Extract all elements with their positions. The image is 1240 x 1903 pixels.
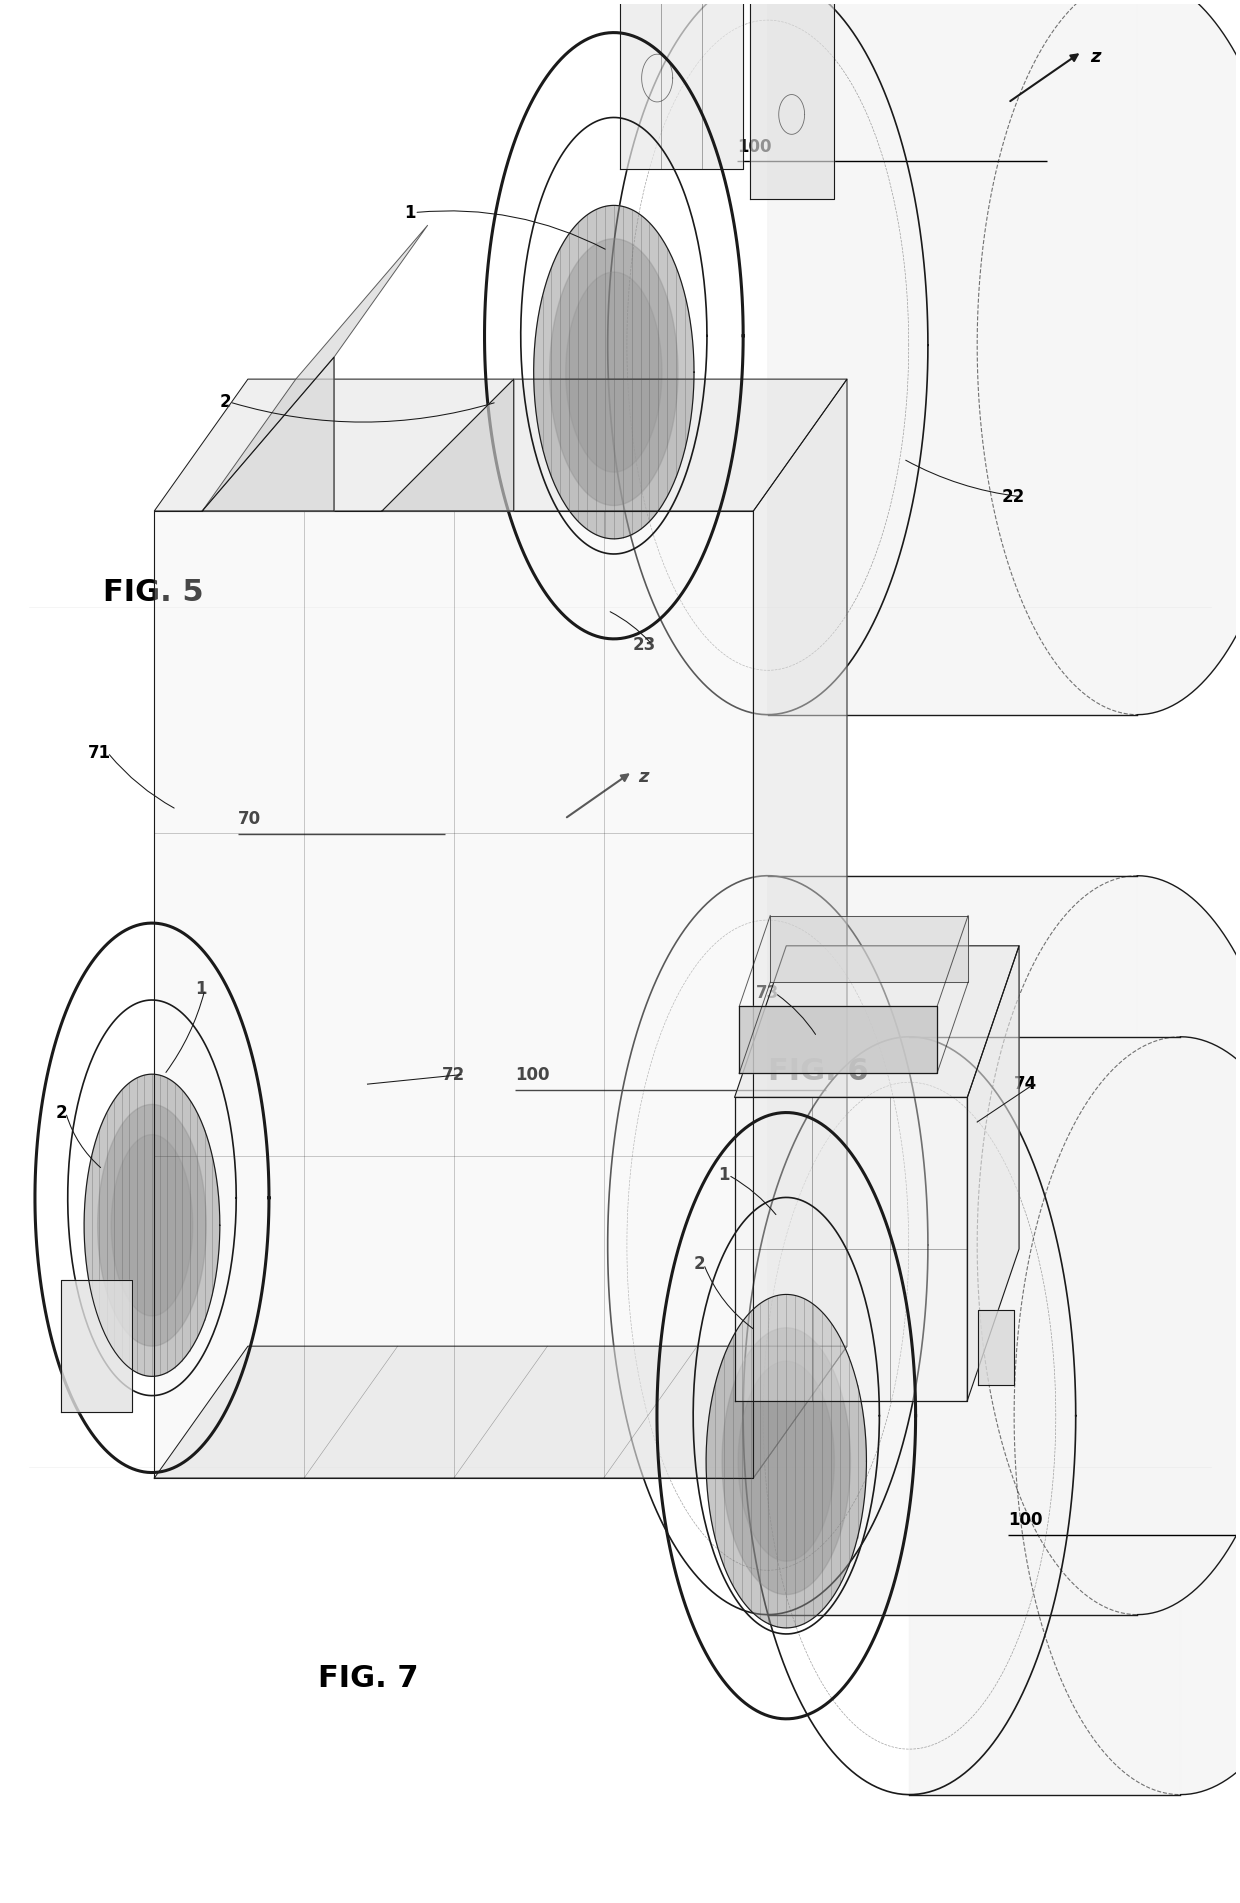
Text: 73: 73 xyxy=(755,984,779,1003)
Text: FIG. 6: FIG. 6 xyxy=(768,1058,868,1087)
Text: 1: 1 xyxy=(195,980,207,999)
Text: 2: 2 xyxy=(56,1104,67,1121)
Polygon shape xyxy=(706,1294,867,1627)
Polygon shape xyxy=(734,946,1019,1098)
Polygon shape xyxy=(750,2,833,200)
Polygon shape xyxy=(112,1134,192,1317)
Polygon shape xyxy=(754,379,847,1479)
Polygon shape xyxy=(722,1328,851,1595)
Polygon shape xyxy=(533,206,694,539)
Polygon shape xyxy=(738,1361,835,1560)
Text: 100: 100 xyxy=(737,137,771,156)
Polygon shape xyxy=(61,1281,131,1412)
Polygon shape xyxy=(768,875,1240,1614)
Text: 70: 70 xyxy=(238,811,262,828)
Text: z: z xyxy=(639,769,649,786)
Polygon shape xyxy=(382,379,513,512)
Polygon shape xyxy=(84,1073,219,1376)
Polygon shape xyxy=(549,238,678,506)
Polygon shape xyxy=(98,1104,206,1345)
Text: 2: 2 xyxy=(219,394,232,411)
Polygon shape xyxy=(202,358,334,512)
Text: 1: 1 xyxy=(718,1167,730,1184)
Text: 23: 23 xyxy=(632,636,656,653)
Polygon shape xyxy=(154,379,847,512)
Polygon shape xyxy=(565,272,662,472)
Text: 2: 2 xyxy=(694,1256,706,1273)
Polygon shape xyxy=(620,0,743,169)
Polygon shape xyxy=(202,225,428,512)
Polygon shape xyxy=(154,1345,847,1479)
Polygon shape xyxy=(967,946,1019,1401)
Text: 100: 100 xyxy=(1008,1511,1043,1530)
Polygon shape xyxy=(770,915,968,982)
Polygon shape xyxy=(768,0,1240,716)
Text: FIG. 5: FIG. 5 xyxy=(103,579,203,607)
Text: 74: 74 xyxy=(1014,1075,1038,1092)
Polygon shape xyxy=(977,1309,1014,1385)
Text: 100: 100 xyxy=(516,1066,549,1085)
Polygon shape xyxy=(734,1098,967,1401)
Text: 71: 71 xyxy=(88,744,112,761)
Text: FIG. 7: FIG. 7 xyxy=(319,1663,419,1692)
Polygon shape xyxy=(154,512,754,1479)
Polygon shape xyxy=(739,1007,937,1073)
Text: 72: 72 xyxy=(441,1066,465,1083)
Text: z: z xyxy=(1090,48,1101,67)
Polygon shape xyxy=(909,1037,1240,1795)
Text: 1: 1 xyxy=(404,204,415,221)
Text: 22: 22 xyxy=(1002,487,1025,506)
